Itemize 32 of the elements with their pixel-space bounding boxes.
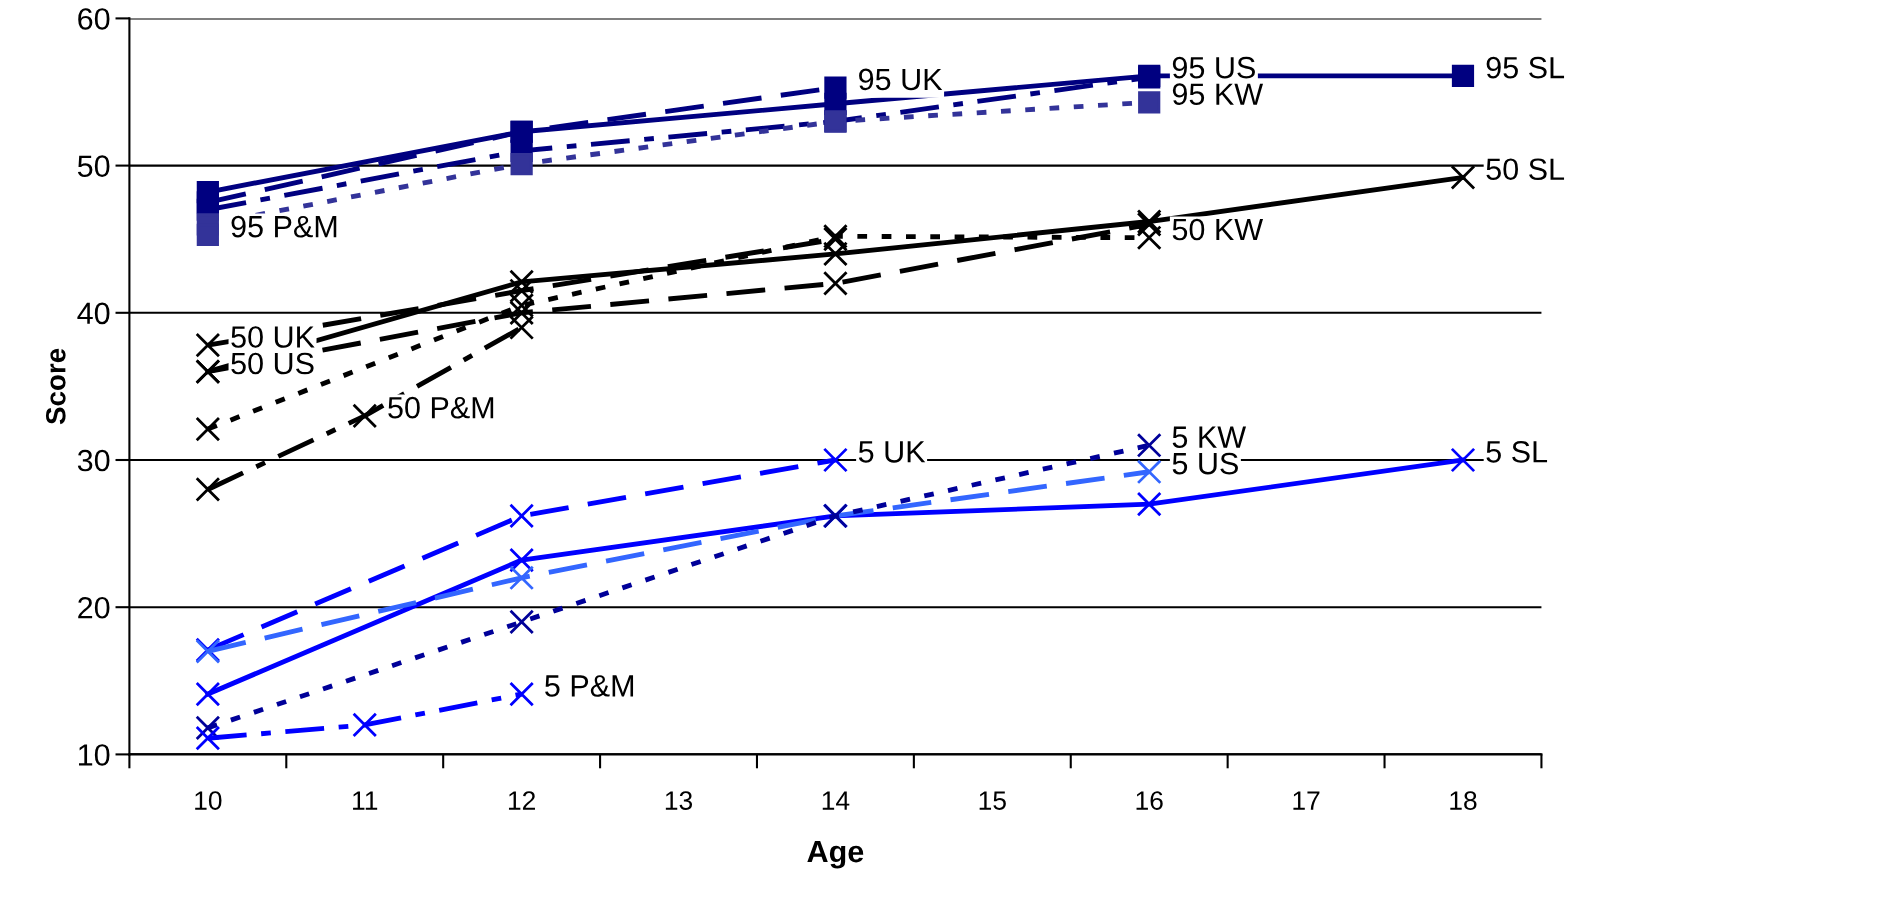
x-tick-label: 15 — [979, 791, 1006, 810]
annotation: 50 US — [231, 352, 314, 375]
x-tick-label: 13 — [665, 791, 693, 810]
annotation: 95 UK — [859, 68, 943, 91]
x-tick-label: 16 — [1136, 791, 1163, 810]
annotation: 95 US — [1172, 56, 1255, 79]
annotation: 50 P&M — [388, 396, 494, 419]
y-tick-label: 40 — [77, 302, 110, 325]
x-axis-title: Age — [807, 841, 864, 869]
annotation: 5 UK — [858, 441, 926, 463]
y-tick-label: 30 — [77, 449, 110, 472]
annotation: 95 KW — [1172, 83, 1264, 105]
y-tick-label: 60 — [78, 8, 110, 30]
y-axis-title: Score — [45, 348, 66, 425]
y-tick-label: 20 — [78, 596, 110, 619]
x-tick-label: 10 — [195, 791, 222, 810]
annotation: 50 KW — [1172, 218, 1264, 241]
annotation: 50 SL — [1486, 158, 1565, 181]
annotation: 50 UK — [231, 326, 315, 348]
y-tick-label: 10 — [79, 744, 110, 766]
annotation: 5 P&M — [545, 675, 634, 697]
annotation: 5 KW — [1172, 426, 1247, 448]
annotation: 5 SL — [1486, 441, 1548, 463]
annotation: 95 P&M — [231, 215, 337, 238]
x-tick-label: 17 — [1293, 791, 1320, 810]
x-tick-label: 18 — [1450, 791, 1477, 810]
annotation: 95 SL — [1486, 56, 1565, 79]
y-tick-label: 50 — [77, 155, 110, 177]
annotation: 5 US — [1172, 452, 1238, 475]
x-tick-label: 14 — [822, 791, 850, 810]
x-tick-label: 11 — [353, 791, 378, 810]
x-tick-label: 12 — [508, 791, 535, 810]
